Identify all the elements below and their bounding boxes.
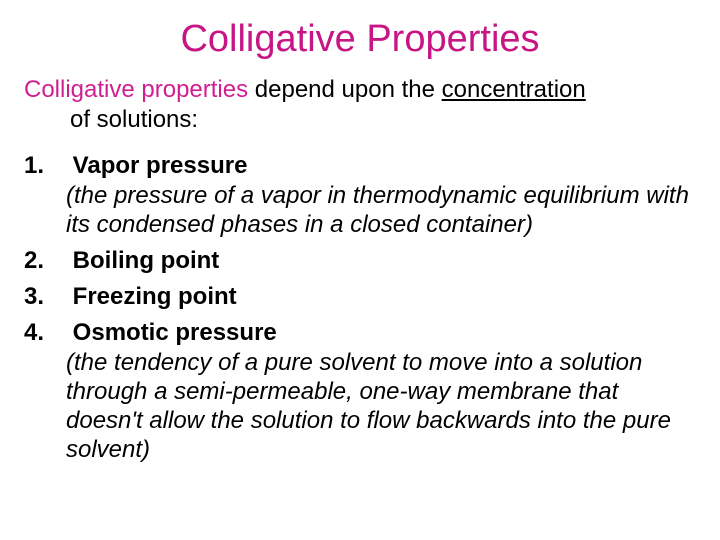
item-desc: (the tendency of a pure solvent to move … — [66, 348, 696, 465]
intro-paragraph: Colligative properties depend upon the c… — [24, 75, 696, 135]
list-item: Boiling point — [24, 246, 696, 276]
properties-list: Vapor pressure (the pressure of a vapor … — [24, 151, 696, 465]
intro-rest-1: depend upon the — [248, 76, 442, 103]
item-head: Freezing point — [73, 283, 237, 310]
list-item: Freezing point — [24, 282, 696, 312]
intro-underlined: concentration — [442, 76, 586, 103]
intro-accent: Colligative properties — [24, 76, 248, 103]
item-head: Vapor pressure — [73, 152, 248, 179]
item-desc: (the pressure of a vapor in thermodynami… — [66, 181, 696, 240]
list-item: Vapor pressure (the pressure of a vapor … — [24, 151, 696, 240]
item-head: Osmotic pressure — [73, 319, 277, 346]
list-item: Osmotic pressure (the tendency of a pure… — [24, 318, 696, 465]
intro-line2: of solutions: — [24, 105, 696, 135]
page-title: Colligative Properties — [24, 18, 696, 61]
item-head: Boiling point — [73, 247, 220, 274]
